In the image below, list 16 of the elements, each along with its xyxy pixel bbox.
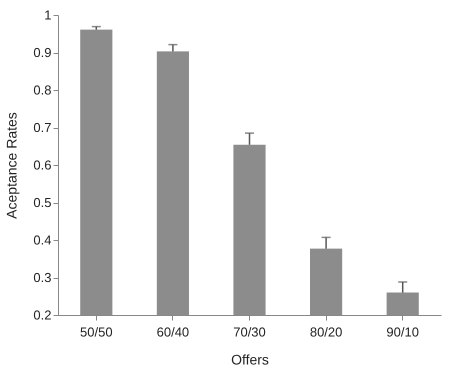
- y-tick-label: 0.2: [33, 308, 52, 322]
- y-tick-label: 0.8: [33, 82, 52, 98]
- x-tick-label: 70/30: [233, 324, 266, 340]
- y-tick-label: 0.7: [33, 120, 52, 135]
- y-tick-label: 1: [44, 8, 52, 22]
- y-tick-label: 0.5: [33, 195, 52, 210]
- y-tick-label: 0.9: [33, 45, 52, 60]
- x-tick-label: 50/50: [80, 324, 113, 340]
- x-axis-title: Offers: [231, 352, 269, 368]
- y-tick-label: 0.6: [33, 158, 52, 172]
- y-axis-title: Aceptance Rates: [3, 112, 20, 219]
- y-tick-label: 0.4: [33, 232, 52, 248]
- x-tick-label: 90/10: [386, 324, 419, 340]
- x-tick-label: 80/20: [310, 324, 342, 340]
- x-tick-label: 60/40: [156, 324, 190, 340]
- y-tick-label: 0.3: [33, 270, 52, 285]
